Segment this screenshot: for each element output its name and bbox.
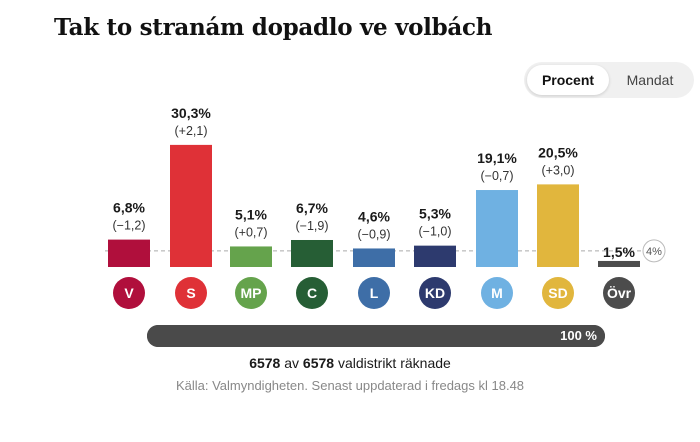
party-badge — [542, 277, 574, 309]
counted-sep: av — [284, 355, 300, 371]
change-label: (−1,2) — [112, 219, 145, 233]
source-note: Källa: Valmyndigheten. Senast uppdaterad… — [175, 378, 525, 393]
change-label: (+2,1) — [174, 124, 207, 138]
party-badge — [603, 277, 635, 309]
bar-s — [170, 144, 212, 267]
party-badge — [481, 277, 513, 309]
party-label: MP — [241, 285, 262, 301]
value-label: 19,1% — [477, 150, 517, 166]
party-badge — [113, 277, 145, 309]
party-badge — [296, 277, 328, 309]
party-badge — [175, 277, 207, 309]
bar-l — [353, 248, 395, 267]
value-label: 5,3% — [419, 206, 451, 222]
counted-number: 6578 — [249, 355, 281, 371]
party-label: M — [491, 285, 503, 301]
bar-chart: 4% (−1,2) 6,8% V (+2,1) 30,3% S (+0,7) 5,1% MP (−1… — [105, 105, 666, 309]
value-label: 1,5% — [603, 244, 635, 260]
bar-v — [108, 239, 150, 267]
party-label: L — [370, 285, 379, 301]
threshold-label: 4% — [646, 246, 662, 258]
value-label: 30,3% — [171, 105, 211, 121]
toggle-mandat[interactable]: Mandat — [626, 72, 674, 88]
change-label: (−0,7) — [480, 169, 513, 183]
counted-suffix: valdistrikt räknade — [337, 355, 451, 371]
bar-kd — [414, 245, 456, 267]
total-number: 6578 — [302, 355, 335, 371]
change-label: (−1,9) — [295, 219, 328, 233]
bar-sd — [537, 184, 579, 267]
value-label: 5,1% — [235, 206, 267, 222]
bar-m — [476, 190, 518, 267]
threshold-badge — [642, 239, 666, 263]
progress-bar: 100 % — [147, 325, 605, 347]
chart-title: Tak to stranám dopadlo ve volbách — [54, 14, 493, 41]
party-label: V — [124, 285, 134, 301]
party-badge — [358, 277, 390, 309]
party-label: S — [186, 285, 195, 301]
change-label: (+0,7) — [234, 225, 267, 239]
change-label: (−0,9) — [357, 227, 390, 241]
value-label: 6,8% — [113, 200, 145, 216]
bar-mp — [230, 246, 272, 267]
change-label: (+3,0) — [541, 163, 574, 177]
party-badge — [235, 277, 267, 309]
party-badge — [419, 277, 451, 309]
districts-counted: 6578 av 6578 valdistrikt räknade — [0, 355, 700, 371]
view-toggle: Procent Mandat — [524, 62, 694, 98]
value-label: 6,7% — [296, 200, 328, 216]
progress-fill — [147, 325, 605, 347]
value-label: 20,5% — [538, 144, 578, 160]
bar-c — [291, 239, 333, 267]
bar-övr — [598, 260, 640, 267]
value-label: 4,6% — [358, 208, 390, 224]
change-label: (−1,0) — [418, 225, 451, 239]
party-label: KD — [425, 285, 445, 301]
party-label: Övr — [607, 285, 632, 301]
party-label: C — [307, 285, 317, 301]
progress-label: 100 % — [560, 328, 597, 343]
party-label: SD — [548, 285, 567, 301]
toggle-procent[interactable]: Procent — [527, 65, 609, 95]
